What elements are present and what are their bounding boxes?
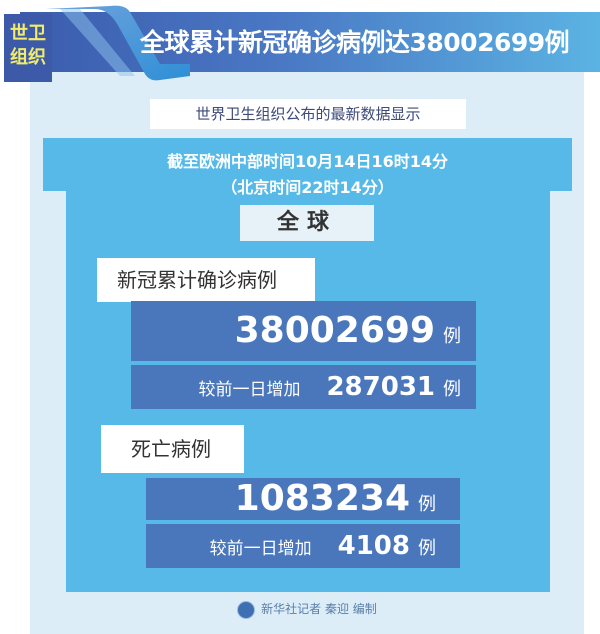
deaths-label: 死亡病例 bbox=[101, 425, 244, 473]
xinhua-logo-icon bbox=[237, 600, 256, 619]
cases-label: 新冠累计确诊病例 bbox=[97, 258, 315, 302]
increase-label: 较前一日增加 bbox=[209, 539, 312, 559]
subtitle: 世界卫生组织公布的最新数据显示 bbox=[150, 99, 466, 129]
cases-increase: 较前一日增加 287031 例 bbox=[131, 365, 476, 409]
unit: 例 bbox=[418, 538, 436, 559]
deaths-total: 1083234 例 bbox=[146, 478, 460, 520]
cases-increase-value: 287031 bbox=[326, 372, 435, 402]
badge-line2: 组织 bbox=[10, 47, 46, 68]
region-label: 全球 bbox=[240, 205, 374, 241]
deaths-increase-value: 4108 bbox=[337, 531, 410, 561]
unit: 例 bbox=[443, 379, 461, 400]
who-badge: 世卫 组织 bbox=[4, 14, 52, 82]
deaths-total-value: 1083234 bbox=[234, 478, 410, 519]
timestamp-cet: 截至欧洲中部时间10月14日16时14分 bbox=[166, 152, 449, 171]
page-title: 全球累计新冠确诊病例达38002699例 bbox=[140, 28, 570, 57]
cases-total: 38002699 例 bbox=[131, 301, 476, 361]
ribbon-decoration bbox=[45, 5, 190, 81]
footer-credit: 新华社记者 秦迎 编制 bbox=[30, 600, 584, 619]
badge-line1: 世卫 bbox=[10, 23, 46, 44]
cases-total-value: 38002699 bbox=[234, 310, 435, 351]
unit: 例 bbox=[418, 494, 436, 515]
content-block-top bbox=[43, 138, 572, 191]
credit-text: 新华社记者 秦迎 编制 bbox=[261, 602, 377, 616]
deaths-increase: 较前一日增加 4108 例 bbox=[146, 524, 460, 568]
timestamp-beijing: （北京时间22时14分） bbox=[221, 178, 394, 197]
increase-label: 较前一日增加 bbox=[198, 380, 301, 400]
unit: 例 bbox=[443, 326, 461, 347]
